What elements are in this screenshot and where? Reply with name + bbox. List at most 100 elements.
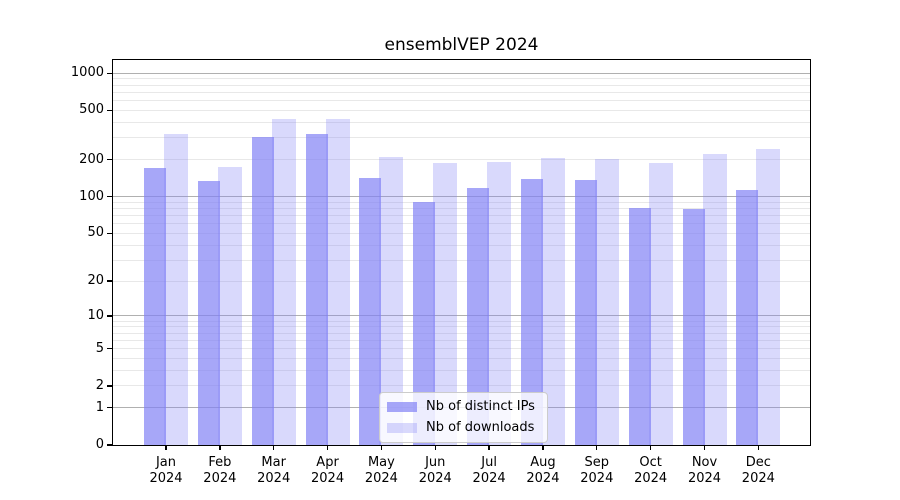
minor-gridline [113, 91, 810, 93]
x-tick-label: Sep 2024 [569, 455, 625, 487]
y-tick-label: 20 [87, 273, 104, 289]
x-tick-label: Jun 2024 [407, 455, 463, 487]
bar-distinct-ips [467, 187, 490, 445]
minor-gridline [113, 369, 810, 371]
x-tick-label: Mar 2024 [246, 455, 302, 487]
x-tick-label: Feb 2024 [192, 455, 248, 487]
x-tick-month: Mar [261, 455, 286, 470]
bar-distinct-ips [197, 180, 220, 445]
x-tick-label: Dec 2024 [730, 455, 786, 487]
minor-gridline [113, 121, 810, 123]
top-spine [113, 59, 810, 61]
major-gridline [113, 196, 810, 198]
bar-distinct-ips [251, 137, 274, 445]
y-tick-label: 2 [95, 377, 104, 393]
legend: Nb of distinct IPs Nb of downloads [379, 392, 548, 443]
bar-downloads [594, 159, 619, 445]
bar-distinct-ips [359, 178, 382, 445]
minor-gridline [113, 357, 810, 359]
minor-gridline [113, 84, 810, 86]
x-tick-year: 2024 [526, 471, 560, 486]
y-tick-mark [107, 195, 112, 198]
x-tick-year: 2024 [149, 471, 183, 486]
x-tick-year: 2024 [741, 471, 775, 486]
x-tick-year: 2024 [257, 471, 291, 486]
x-tick-mark [488, 445, 490, 450]
x-tick-label: Oct 2024 [623, 455, 679, 487]
x-tick-month: Dec [745, 455, 771, 470]
bar-distinct-ips [144, 167, 166, 445]
x-tick-year: 2024 [311, 471, 345, 486]
x-tick-label: Aug 2024 [515, 455, 571, 487]
x-tick-label: Nov 2024 [677, 455, 733, 487]
minor-gridline [113, 326, 810, 328]
y-tick-mark [107, 109, 112, 112]
x-tick-year: 2024 [634, 471, 668, 486]
bar-downloads [217, 167, 242, 445]
right-spine [809, 59, 811, 446]
x-tick-mark [326, 445, 329, 450]
y-tick-mark [107, 72, 112, 74]
y-tick-label: 1 [95, 399, 104, 415]
y-tick-label: 1000 [70, 65, 104, 81]
y-tick-label: 50 [87, 225, 104, 241]
major-gridline [113, 72, 810, 74]
bar-distinct-ips [413, 201, 436, 445]
major-gridline [113, 315, 810, 317]
legend-entry: Nb of distinct IPs [387, 399, 535, 415]
x-tick-label: Apr 2024 [300, 455, 356, 487]
minor-gridline [113, 201, 810, 203]
plot-area: Nb of distinct IPs Nb of downloads [107, 59, 811, 450]
minor-gridline [113, 385, 810, 387]
x-tick-month: Apr [316, 455, 339, 470]
bar-distinct-ips [520, 179, 543, 445]
y-tick-label: 200 [79, 151, 104, 167]
minor-gridline [113, 100, 810, 102]
minor-gridline [113, 215, 810, 217]
minor-gridline [113, 339, 810, 341]
minor-gridline [113, 159, 810, 161]
x-tick-mark [596, 445, 598, 450]
y-tick-label: 500 [79, 102, 104, 118]
minor-gridline [113, 137, 810, 139]
x-tick-month: Feb [208, 455, 232, 470]
x-tick-month: Oct [639, 455, 662, 470]
bar-downloads [702, 154, 727, 445]
y-tick-label: 100 [79, 188, 104, 204]
y-tick-mark [107, 158, 112, 161]
y-tick-mark [107, 232, 112, 235]
x-tick-mark [219, 445, 221, 450]
x-tick-month: Jul [481, 455, 497, 470]
minor-gridline [113, 223, 810, 225]
y-tick-mark [107, 280, 112, 282]
bar-distinct-ips [574, 179, 597, 445]
x-tick-label: Jan 2024 [138, 455, 194, 487]
x-tick-mark [380, 445, 383, 450]
bar-distinct-ips [682, 209, 705, 445]
bar-downloads [325, 119, 350, 445]
minor-gridline [113, 244, 810, 246]
x-tick-year: 2024 [687, 471, 722, 486]
legend-entry: Nb of downloads [387, 420, 535, 436]
x-tick-month: Aug [530, 455, 556, 470]
x-tick-year: 2024 [203, 471, 237, 486]
bar-distinct-ips [628, 207, 651, 445]
x-tick-label: May 2024 [353, 455, 409, 487]
x-axis-spine [113, 444, 810, 446]
bar-downloads [756, 148, 781, 445]
legend-swatch-downloads [387, 423, 417, 433]
minor-gridline [113, 348, 810, 350]
x-tick-mark [649, 445, 652, 450]
bar-distinct-ips [305, 134, 328, 445]
minor-gridline [113, 208, 810, 210]
x-tick-month: Sep [584, 455, 610, 470]
y-tick-mark [107, 315, 112, 317]
y-tick-mark [107, 385, 112, 387]
minor-gridline [113, 78, 810, 80]
y-tick-label: 0 [95, 437, 104, 452]
x-tick-mark [165, 445, 167, 450]
y-tick-mark [107, 407, 112, 409]
x-tick-month: Jan [155, 455, 177, 470]
bar-downloads [271, 118, 296, 445]
